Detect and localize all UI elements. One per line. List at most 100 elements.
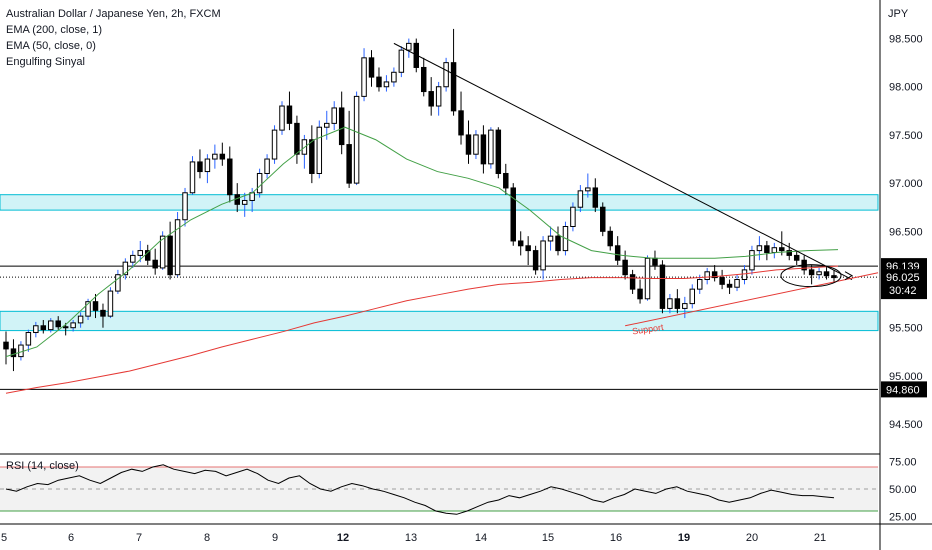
chart-title: Australian Dollar / Japanese Yen, 2h, FX… xyxy=(6,8,221,20)
ema200-line xyxy=(5,265,839,394)
candle-body xyxy=(480,134,487,165)
candle-body xyxy=(331,107,337,124)
candle-body xyxy=(55,320,61,328)
y-tick-label: 95.000 xyxy=(889,371,923,383)
zone-1 xyxy=(0,310,879,332)
y-tick-label: 96.500 xyxy=(889,226,923,238)
candle-body xyxy=(100,309,106,317)
candle-body xyxy=(227,158,233,196)
trend-line xyxy=(393,42,853,280)
candle-body xyxy=(808,269,815,276)
candle-body xyxy=(749,250,755,271)
candle-body xyxy=(450,62,457,112)
candle-body xyxy=(555,235,561,252)
candle-body xyxy=(786,250,792,256)
candle-body xyxy=(607,230,613,247)
candle-body xyxy=(540,240,546,271)
candle-body xyxy=(92,301,99,311)
candle-body xyxy=(465,134,472,155)
arrow-head xyxy=(844,271,854,281)
candle-body xyxy=(592,187,599,208)
x-tick-label: 16 xyxy=(610,532,622,544)
candle-body xyxy=(361,57,367,97)
candle-body xyxy=(241,199,248,205)
candle-body xyxy=(159,235,166,269)
candle-body xyxy=(570,206,576,227)
x-tick-label: 13 xyxy=(405,532,417,544)
candle-body xyxy=(756,245,763,252)
candle-body xyxy=(309,139,315,174)
candle-body xyxy=(741,269,748,281)
candle-body xyxy=(495,129,502,174)
level-price-label-bg xyxy=(881,381,927,398)
candle-body xyxy=(271,129,278,160)
candle-body xyxy=(771,247,778,254)
candle-body xyxy=(600,206,606,232)
currency-label: JPY xyxy=(888,8,909,20)
candle-body xyxy=(614,245,621,261)
candle-body xyxy=(689,288,696,305)
candle-body xyxy=(711,271,718,279)
candle-body xyxy=(25,332,32,346)
support-label: Support xyxy=(631,322,664,336)
x-tick-label: 5 xyxy=(1,532,7,544)
candle-body xyxy=(338,107,345,146)
candle-body xyxy=(667,298,673,309)
candle-body xyxy=(435,86,442,107)
candle-body xyxy=(406,42,412,51)
candle-body xyxy=(428,91,434,107)
candle-body xyxy=(503,172,509,189)
candle-body xyxy=(577,190,584,208)
candle-body xyxy=(473,134,479,155)
chart-legend: Australian Dollar / Japanese Yen, 2h, FX… xyxy=(6,6,221,70)
candle-body xyxy=(85,301,91,317)
x-tick-label: 14 xyxy=(475,532,487,544)
current-price-label: 96.025 xyxy=(886,272,920,284)
countdown-label: 30:42 xyxy=(889,285,917,297)
ema50-line xyxy=(5,126,839,358)
candle-body xyxy=(637,288,643,300)
candle-body xyxy=(391,71,397,83)
candle-body xyxy=(532,250,539,271)
candle-body xyxy=(219,153,226,160)
candle-body xyxy=(488,129,494,165)
highlight-ellipse xyxy=(780,264,842,288)
zone-0 xyxy=(0,194,879,211)
candle-body xyxy=(144,250,151,261)
candle-body xyxy=(383,81,390,88)
candle-body xyxy=(189,161,196,194)
candle-body xyxy=(10,348,17,358)
level-price-label: 94.860 xyxy=(886,384,920,396)
candle-body xyxy=(18,344,24,358)
candle-body xyxy=(62,326,69,329)
rsi-title: RSI (14, close) xyxy=(6,460,79,472)
candle-body xyxy=(264,158,270,174)
candle-body xyxy=(547,235,554,242)
candle-body xyxy=(294,122,300,155)
y-tick-label: 98.500 xyxy=(889,34,923,46)
x-tick-label: 19 xyxy=(678,532,690,544)
candle-body xyxy=(152,259,158,269)
candle-body xyxy=(652,257,658,266)
candle-body xyxy=(279,105,285,131)
candle-body xyxy=(779,247,785,252)
legend-ema200: EMA (200, close, 1) xyxy=(6,24,102,36)
candle-body xyxy=(3,341,9,350)
candle-body xyxy=(286,105,293,124)
candle-body xyxy=(324,122,330,128)
rsi-line xyxy=(5,464,835,515)
y-tick-label: 97.000 xyxy=(889,178,923,190)
x-tick-label: 8 xyxy=(204,532,210,544)
candle-body xyxy=(353,95,360,184)
candle-body xyxy=(517,240,524,247)
candle-body xyxy=(346,144,352,184)
candle-body xyxy=(137,250,144,256)
candle-body xyxy=(316,126,323,174)
candle-body xyxy=(719,277,725,285)
candle-body xyxy=(704,271,710,281)
candle-body xyxy=(256,172,263,194)
candle-body xyxy=(33,325,39,334)
candle-body xyxy=(585,187,591,192)
x-tick-label: 12 xyxy=(337,532,349,544)
